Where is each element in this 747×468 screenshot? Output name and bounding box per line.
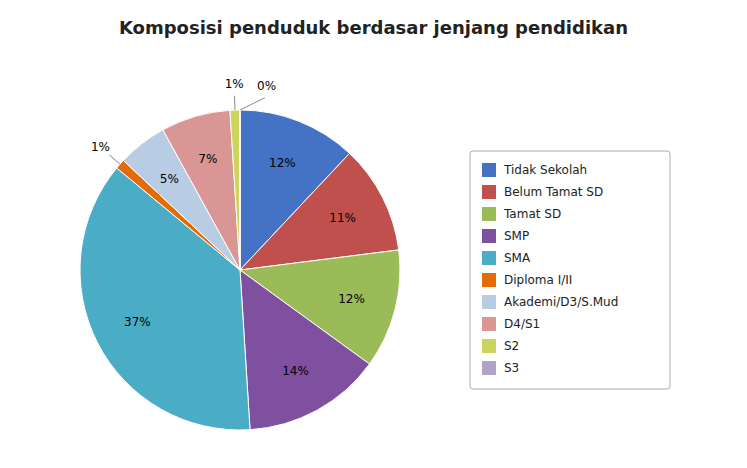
legend-swatch bbox=[482, 295, 496, 309]
legend-entry: Tidak Sekolah bbox=[503, 163, 587, 177]
chart-title: Komposisi penduduk berdasar jenjang pend… bbox=[119, 17, 628, 38]
data-label: 1% bbox=[91, 140, 110, 154]
data-label: 0% bbox=[257, 79, 276, 93]
legend: Tidak Sekolah Belum Tamat SD Tamat SD SMP SM… bbox=[470, 151, 670, 389]
data-label: 11% bbox=[329, 211, 356, 225]
legend-entry: Akademi/D3/S.Mud bbox=[504, 295, 618, 309]
chart-svg: Komposisi penduduk berdasar jenjang pend… bbox=[0, 0, 747, 468]
legend-entry: Diploma I/II bbox=[504, 273, 572, 287]
legend-swatch bbox=[482, 207, 496, 221]
legend-entry: S3 bbox=[504, 361, 519, 375]
pie-slice bbox=[240, 270, 369, 430]
legend-entry: S2 bbox=[504, 339, 519, 353]
legend-swatch bbox=[482, 273, 496, 287]
pie-slice bbox=[230, 110, 240, 270]
data-labels: 12% 11% 12% 14% 37% 5% 7% 1% 1% 0% bbox=[91, 77, 365, 378]
legend-entry: SMA bbox=[504, 251, 531, 265]
data-label: 12% bbox=[338, 292, 365, 306]
chart-root: Komposisi penduduk berdasar jenjang pend… bbox=[0, 0, 747, 468]
legend-entry: Belum Tamat SD bbox=[504, 185, 603, 199]
legend-entry: D4/S1 bbox=[504, 317, 540, 331]
legend-frame bbox=[470, 151, 670, 389]
data-label: 12% bbox=[269, 156, 296, 170]
legend-entry: SMP bbox=[504, 229, 529, 243]
legend-entry: Tamat SD bbox=[503, 207, 561, 221]
data-label: 5% bbox=[160, 172, 179, 186]
leader-line bbox=[240, 98, 265, 110]
legend-swatch bbox=[482, 185, 496, 199]
data-label: 14% bbox=[282, 364, 309, 378]
legend-swatch bbox=[482, 229, 496, 243]
legend-swatch bbox=[482, 317, 496, 331]
data-label: 37% bbox=[124, 315, 151, 329]
legend-swatch bbox=[482, 339, 496, 353]
slices bbox=[80, 110, 400, 430]
leader-line bbox=[234, 96, 235, 110]
background bbox=[0, 0, 747, 468]
legend-swatch bbox=[482, 163, 496, 177]
pie-slice bbox=[240, 110, 241, 270]
legend-swatch bbox=[482, 361, 496, 375]
data-label: 1% bbox=[225, 77, 244, 91]
leader-line bbox=[109, 155, 120, 164]
pie-slice bbox=[163, 110, 240, 270]
legend-swatch bbox=[482, 251, 496, 265]
data-label: 7% bbox=[198, 152, 217, 166]
